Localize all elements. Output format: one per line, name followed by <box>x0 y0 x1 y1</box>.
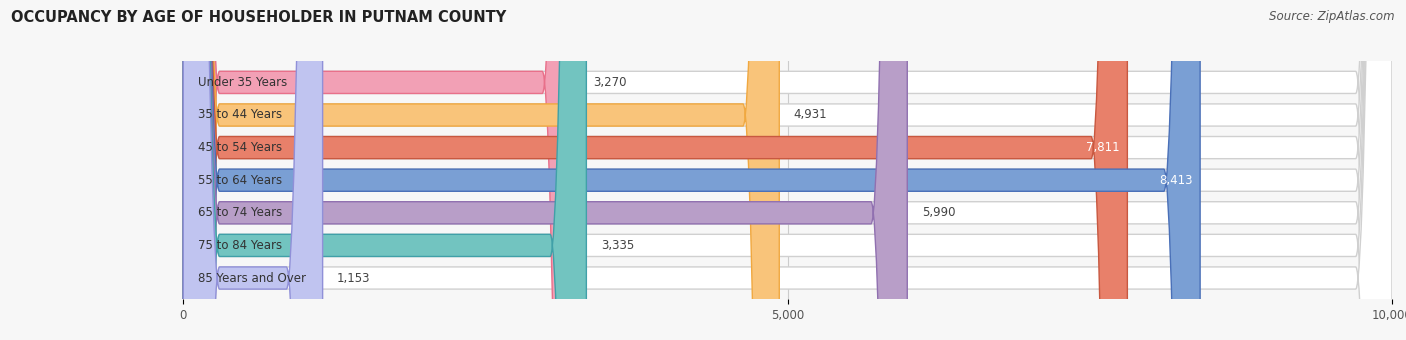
Text: 75 to 84 Years: 75 to 84 Years <box>198 239 281 252</box>
Text: Source: ZipAtlas.com: Source: ZipAtlas.com <box>1270 10 1395 23</box>
FancyBboxPatch shape <box>183 0 1128 340</box>
FancyBboxPatch shape <box>183 0 1201 340</box>
Text: 85 Years and Over: 85 Years and Over <box>198 272 305 285</box>
Text: 3,270: 3,270 <box>593 76 627 89</box>
Text: Under 35 Years: Under 35 Years <box>198 76 287 89</box>
FancyBboxPatch shape <box>183 0 779 340</box>
Text: 65 to 74 Years: 65 to 74 Years <box>198 206 283 219</box>
FancyBboxPatch shape <box>183 0 1392 340</box>
Text: 35 to 44 Years: 35 to 44 Years <box>198 108 281 121</box>
FancyBboxPatch shape <box>183 0 1392 340</box>
Text: 8,413: 8,413 <box>1160 174 1192 187</box>
FancyBboxPatch shape <box>183 0 322 340</box>
Text: 1,153: 1,153 <box>337 272 371 285</box>
Text: 5,990: 5,990 <box>922 206 955 219</box>
FancyBboxPatch shape <box>183 0 586 340</box>
FancyBboxPatch shape <box>183 0 1392 340</box>
Text: 3,335: 3,335 <box>600 239 634 252</box>
Text: 4,931: 4,931 <box>794 108 827 121</box>
FancyBboxPatch shape <box>183 0 1392 340</box>
FancyBboxPatch shape <box>183 0 578 340</box>
Text: 7,811: 7,811 <box>1087 141 1121 154</box>
Text: 55 to 64 Years: 55 to 64 Years <box>198 174 281 187</box>
Text: 45 to 54 Years: 45 to 54 Years <box>198 141 281 154</box>
FancyBboxPatch shape <box>183 0 1392 340</box>
Text: OCCUPANCY BY AGE OF HOUSEHOLDER IN PUTNAM COUNTY: OCCUPANCY BY AGE OF HOUSEHOLDER IN PUTNA… <box>11 10 506 25</box>
FancyBboxPatch shape <box>183 0 907 340</box>
FancyBboxPatch shape <box>183 0 1392 340</box>
FancyBboxPatch shape <box>183 0 1392 340</box>
